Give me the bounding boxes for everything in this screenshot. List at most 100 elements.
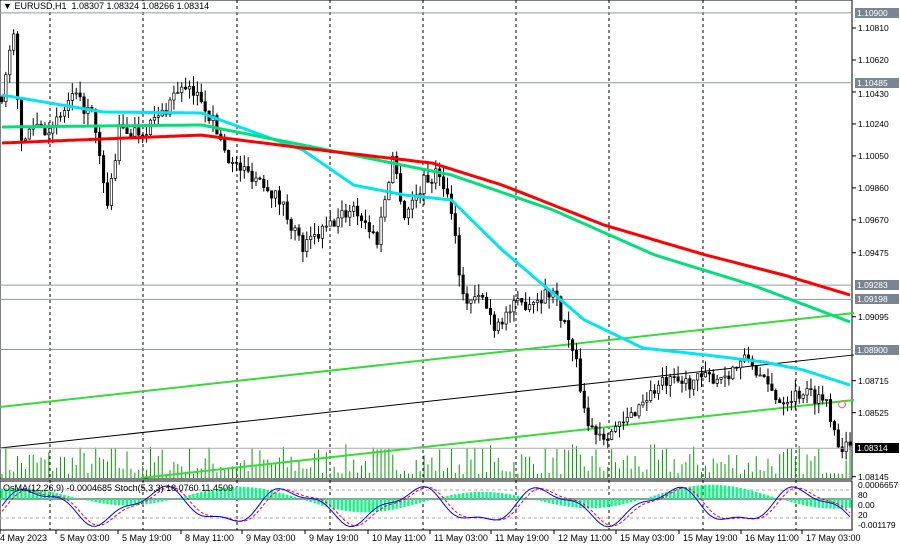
bear-candle [606,439,610,441]
bear-candle [672,376,676,378]
bear-candle [223,139,227,151]
trendline-channel-mid [0,354,855,449]
bear-candle [653,390,657,394]
bull-candle [723,375,727,378]
bull-candle [188,86,192,90]
bull-candle [817,394,821,404]
bull-candle [195,91,199,96]
bull-candle [27,128,31,140]
bull-candle [74,92,78,95]
bear-candle [676,376,680,382]
bull-candle [352,205,356,212]
bear-candle [258,177,262,180]
bear-candle [16,33,20,100]
bull-candle [656,384,661,394]
time-axis-label: 11 May 19:00 [495,533,549,543]
bear-candle [774,390,778,401]
bear-candle [711,373,715,384]
bear-candle [567,320,571,341]
time-axis-label: 15 May 19:00 [683,533,738,543]
bull-candle [379,216,383,245]
bull-candle [148,119,153,136]
trendline-channel-upper [0,312,855,408]
bear-candle [316,234,321,239]
bear-candle [832,421,836,431]
bear-candle [465,293,469,304]
bull-candle [152,116,156,121]
bear-candle [43,126,47,136]
bull-candle [305,239,309,252]
bear-candle [375,232,379,245]
bull-candle [719,376,723,380]
bear-candle [602,433,606,440]
bull-candle [758,374,762,377]
bear-candle [250,170,254,182]
bull-candle [418,193,422,196]
bear-candle [277,190,281,205]
bear-candle [0,96,4,103]
dropdown-triangle-icon[interactable]: ▼ [3,1,12,11]
bear-candle [594,426,598,435]
bear-candle [782,402,786,405]
bear-candle [524,301,528,310]
bull-candle [176,92,180,94]
symbol-label: EURUSD,H1 [14,1,67,11]
bull-candle [614,426,618,432]
bear-candle [754,364,758,376]
oscillator-scale-label: -0.001179 [858,520,896,530]
bear-candle [559,296,563,321]
time-axis-label: 12 May 11:00 [558,533,612,543]
bear-candle [586,407,590,427]
bear-candle [215,115,219,135]
level-price-badge: 1.10485 [855,77,899,88]
bear-candle [813,389,817,404]
bull-candle [47,132,51,136]
oscillator-scale-label: 0.00 [858,500,875,510]
bear-candle [98,132,102,156]
time-axis-label: 16 May 11:00 [745,533,799,543]
bear-candle [289,218,293,231]
bear-candle [129,133,133,137]
bear-candle [102,155,106,184]
trendline-channel-lower [140,399,855,479]
bear-candle [356,205,360,217]
time-axis-label: 8 May 11:00 [185,533,234,543]
bull-candle [242,166,246,171]
price-tick-label: 1.08525 [858,407,889,418]
bull-candle [180,86,184,93]
bull-candle [731,366,735,380]
bull-candle [336,217,340,227]
bear-candle [402,200,407,219]
bull-candle [692,379,696,390]
bear-candle [770,383,774,391]
bull-candle [70,93,74,101]
bear-candle [301,235,305,252]
bull-candle [4,74,8,103]
bear-candle [105,182,110,206]
bear-candle [371,231,375,234]
bull-candle [8,49,12,76]
bear-candle [481,294,485,298]
bull-candle [641,401,645,406]
bear-candle [688,378,692,390]
time-axis-label: 9 May 03:00 [246,533,296,543]
bull-candle [172,92,176,101]
bear-candle [563,320,567,322]
bear-candle [621,421,625,424]
bear-candle [809,388,813,391]
bull-candle [793,390,797,402]
moving-average-line [2,123,851,324]
bull-candle [410,199,414,210]
bull-candle [348,210,352,218]
bear-candle [590,425,594,428]
bull-candle [684,378,688,384]
bull-candle [715,378,719,384]
bull-candle [668,376,672,386]
bear-candle [445,188,450,195]
bull-candle [739,360,743,369]
price-tick-label: 1.09095 [858,311,889,322]
bull-candle [543,289,547,304]
bear-candle [707,371,711,375]
bear-candle [270,190,274,199]
